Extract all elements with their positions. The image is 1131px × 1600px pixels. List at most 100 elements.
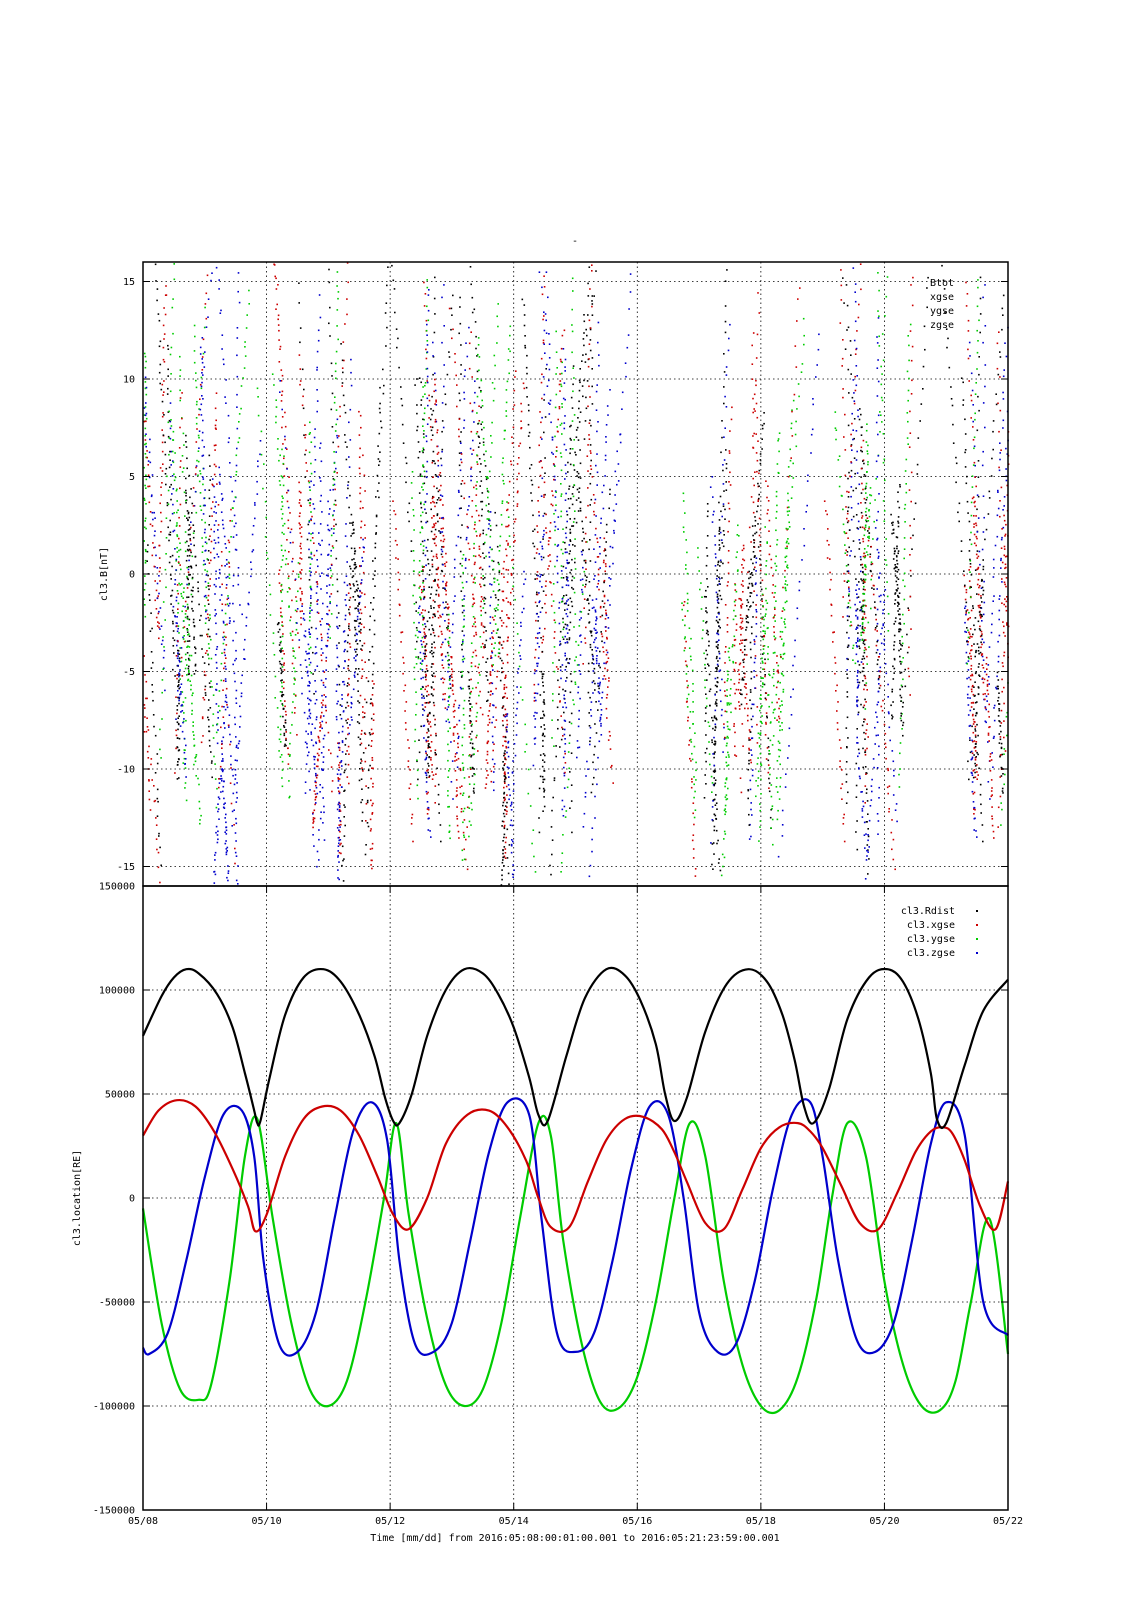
bfield-point xyxy=(568,552,571,555)
bfield-point xyxy=(564,669,567,671)
bfield-point xyxy=(543,343,545,345)
bfield-point xyxy=(279,642,282,644)
bfield-point xyxy=(209,465,211,467)
bfield-point xyxy=(185,776,187,778)
bfield-point xyxy=(505,726,507,729)
bfield-point xyxy=(347,733,349,736)
bfield-point xyxy=(360,742,363,745)
bfield-point xyxy=(236,782,238,784)
bfield-point xyxy=(204,306,206,309)
bfield-point xyxy=(419,473,422,475)
bfield-point xyxy=(148,594,151,596)
bfield-point xyxy=(433,331,436,334)
bfield-point xyxy=(224,700,227,703)
bfield-point xyxy=(337,742,339,744)
bfield-point xyxy=(278,628,281,631)
bfield-point xyxy=(459,440,462,443)
bfield-point xyxy=(360,565,362,567)
bfield-point xyxy=(207,316,209,318)
bfield-point xyxy=(306,653,308,655)
bfield-point xyxy=(534,711,536,714)
bfield-point xyxy=(167,387,169,390)
bfield-point xyxy=(480,609,482,612)
bfield-point xyxy=(405,728,407,731)
bfield-point xyxy=(357,690,359,692)
bfield-point xyxy=(218,288,220,290)
bfield-point xyxy=(305,449,307,452)
bfield-point xyxy=(207,653,209,656)
bfield-point xyxy=(212,501,214,503)
bfield-point xyxy=(201,431,204,434)
bfield-point xyxy=(560,495,562,497)
bfield-point xyxy=(425,678,427,681)
bfield-point xyxy=(344,744,347,746)
bfield-point xyxy=(329,637,331,639)
bfield-point xyxy=(500,514,503,516)
bfield-point xyxy=(310,731,312,733)
bfield-point xyxy=(443,575,445,577)
bfield-point xyxy=(551,839,554,841)
bfield-point xyxy=(219,483,221,485)
bfield-point xyxy=(436,487,438,490)
bfield-point xyxy=(470,574,473,577)
bfield-point xyxy=(314,780,317,783)
bfield-point xyxy=(493,647,495,649)
bfield-point xyxy=(184,758,187,760)
bfield-point xyxy=(283,734,286,737)
bfield-point xyxy=(359,595,362,597)
bfield-point xyxy=(509,805,512,807)
bfield-point xyxy=(576,756,578,759)
bfield-point xyxy=(331,545,334,547)
bfield-point xyxy=(503,576,505,578)
bfield-point xyxy=(356,721,359,723)
bfield-point xyxy=(281,559,284,561)
bfield-point xyxy=(314,702,317,705)
bfield-point xyxy=(582,826,585,828)
bfield-point xyxy=(343,771,346,774)
bfield-point xyxy=(155,589,158,592)
bfield-point xyxy=(444,565,447,567)
bfield-point xyxy=(473,421,475,423)
bfield-point xyxy=(348,669,350,672)
bfield-point xyxy=(482,529,485,532)
bfield-point xyxy=(428,723,430,725)
bfield-point xyxy=(159,382,161,385)
bfield-point xyxy=(214,427,217,429)
bfield-point xyxy=(370,859,373,862)
bfield-point xyxy=(554,509,557,512)
bfield-point xyxy=(319,544,321,546)
bfield-point xyxy=(430,693,433,695)
bfield-point xyxy=(461,480,464,482)
bfield-point xyxy=(438,474,441,476)
bfield-point xyxy=(281,588,284,591)
bfield-point xyxy=(536,642,539,645)
bfield-point xyxy=(175,489,178,492)
bfield-point xyxy=(347,693,350,695)
bfield-point xyxy=(357,608,359,611)
bfield-point xyxy=(459,296,461,299)
bfield-point xyxy=(347,694,349,697)
bfield-point xyxy=(447,806,449,808)
bfield-point xyxy=(182,701,185,703)
bfield-point xyxy=(413,666,416,669)
bfield-point xyxy=(410,823,413,825)
bfield-point xyxy=(422,465,424,467)
bfield-point xyxy=(342,371,344,374)
bfield-point xyxy=(392,279,395,282)
bfield-point xyxy=(312,817,315,819)
bfield-point xyxy=(235,649,237,652)
bfield-point xyxy=(149,599,151,601)
bfield-point xyxy=(225,848,228,850)
bfield-point xyxy=(200,741,203,744)
bfield-point xyxy=(598,662,600,665)
bfield-point xyxy=(506,751,508,754)
bfield-point xyxy=(487,496,489,499)
bfield-point xyxy=(337,627,339,630)
bfield-point xyxy=(222,523,224,526)
bfield-point xyxy=(279,691,282,693)
bfield-point xyxy=(463,699,466,702)
bfield-point xyxy=(449,677,451,680)
bfield-point xyxy=(578,746,581,749)
bfield-point xyxy=(339,714,342,716)
bfield-point xyxy=(286,468,288,470)
